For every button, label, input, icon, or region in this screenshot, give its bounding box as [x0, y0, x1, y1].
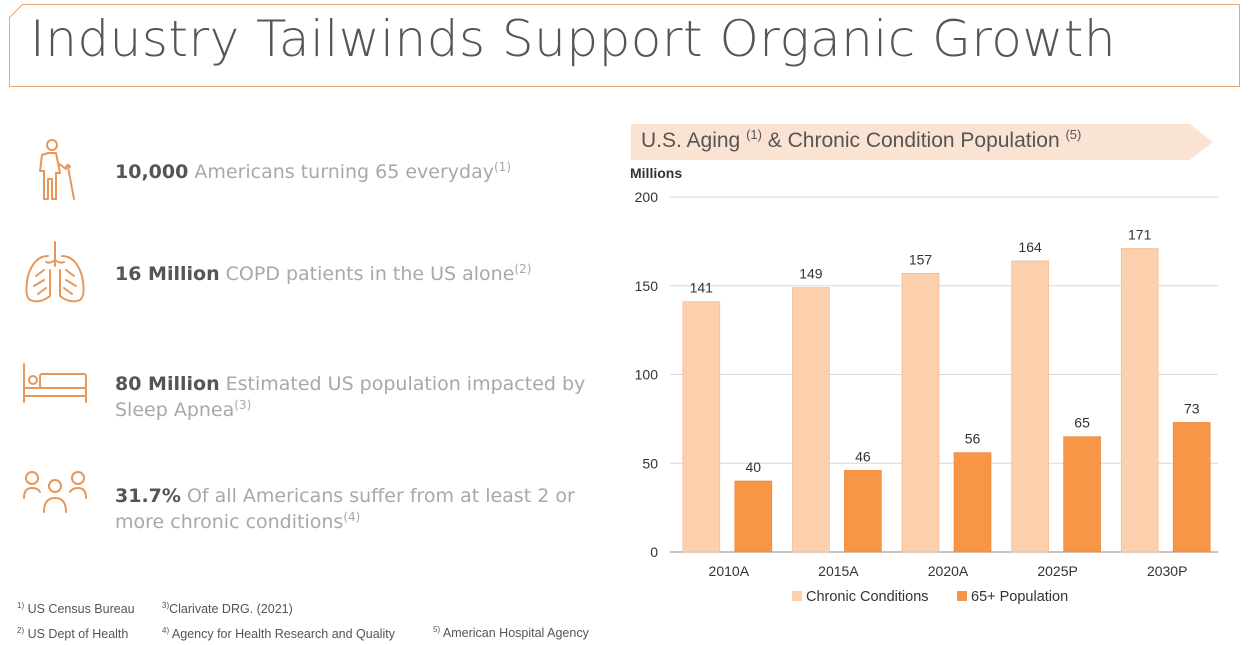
data-label: 164 [1018, 239, 1042, 255]
data-label: 149 [799, 266, 823, 282]
x-tick-label: 2025P [1037, 563, 1077, 579]
chart-title: U.S. Aging (1) & Chronic Condition Popul… [641, 127, 1082, 152]
data-label: 46 [855, 448, 871, 464]
people-group-icon [23, 471, 87, 513]
bed-icon [23, 363, 87, 403]
bar [901, 273, 940, 553]
bar [844, 470, 882, 553]
footnote-4: 4) Agency for Health Research and Qualit… [162, 626, 395, 642]
data-label: 157 [909, 251, 933, 267]
bar [1063, 436, 1101, 553]
legend-label: 65+ Population [971, 589, 1068, 605]
data-label: 171 [1128, 226, 1152, 242]
footnote-5: 5) American Hospital Agency [433, 625, 589, 641]
footnote-1: 1) US Census Bureau [17, 601, 135, 617]
y-tick-label: 150 [635, 278, 659, 294]
chart-title-banner [631, 124, 1213, 160]
data-label: 56 [965, 431, 981, 447]
x-tick-label: 2015A [818, 563, 859, 579]
stat-text: 10,000 Americans turning 65 everyday(1) [115, 160, 511, 183]
bar [682, 301, 721, 553]
data-label: 40 [746, 459, 762, 475]
bar-chart: 0 50 100 150 200 141 40 2010A 149 46 2015A 157 56 202… [635, 189, 1218, 605]
y-tick-label: 50 [642, 455, 658, 471]
legend-label: Chronic Conditions [806, 589, 929, 605]
elderly-person-icon [39, 139, 75, 200]
page-title: Industry Tailwinds Support Organic Growt… [30, 10, 1117, 68]
bar [953, 452, 992, 553]
footnote-2: 2) US Dept of Health [17, 626, 129, 642]
x-tick-label: 2020A [928, 563, 969, 579]
bar [1120, 248, 1159, 553]
x-tick-label: 2030P [1147, 563, 1187, 579]
x-tick-label: 2010A [709, 563, 750, 579]
title-box [9, 4, 1240, 87]
data-label: 73 [1184, 400, 1200, 416]
stat-text: 31.7% Of all Americans suffer from at le… [115, 485, 575, 533]
data-label: 141 [690, 280, 714, 296]
bar [1172, 422, 1211, 553]
legend-swatch [957, 591, 967, 601]
y-tick-label: 100 [635, 367, 659, 383]
y-axis-unit-label: Millions [630, 165, 683, 181]
footnote-3: 3)Clarivate DRG. (2021) [162, 601, 293, 617]
stat-text: 16 Million COPD patients in the US alone… [115, 262, 532, 285]
lungs-icon [25, 241, 85, 303]
stat-text: 80 Million Estimated US population impac… [115, 373, 586, 421]
y-tick-label: 200 [635, 189, 659, 205]
legend-swatch [792, 591, 802, 601]
data-label: 65 [1074, 415, 1090, 431]
y-tick-label: 0 [650, 544, 658, 560]
bar [734, 480, 773, 553]
bar [1011, 260, 1049, 553]
title-corner-cut [9, 4, 24, 19]
bar [792, 287, 830, 553]
